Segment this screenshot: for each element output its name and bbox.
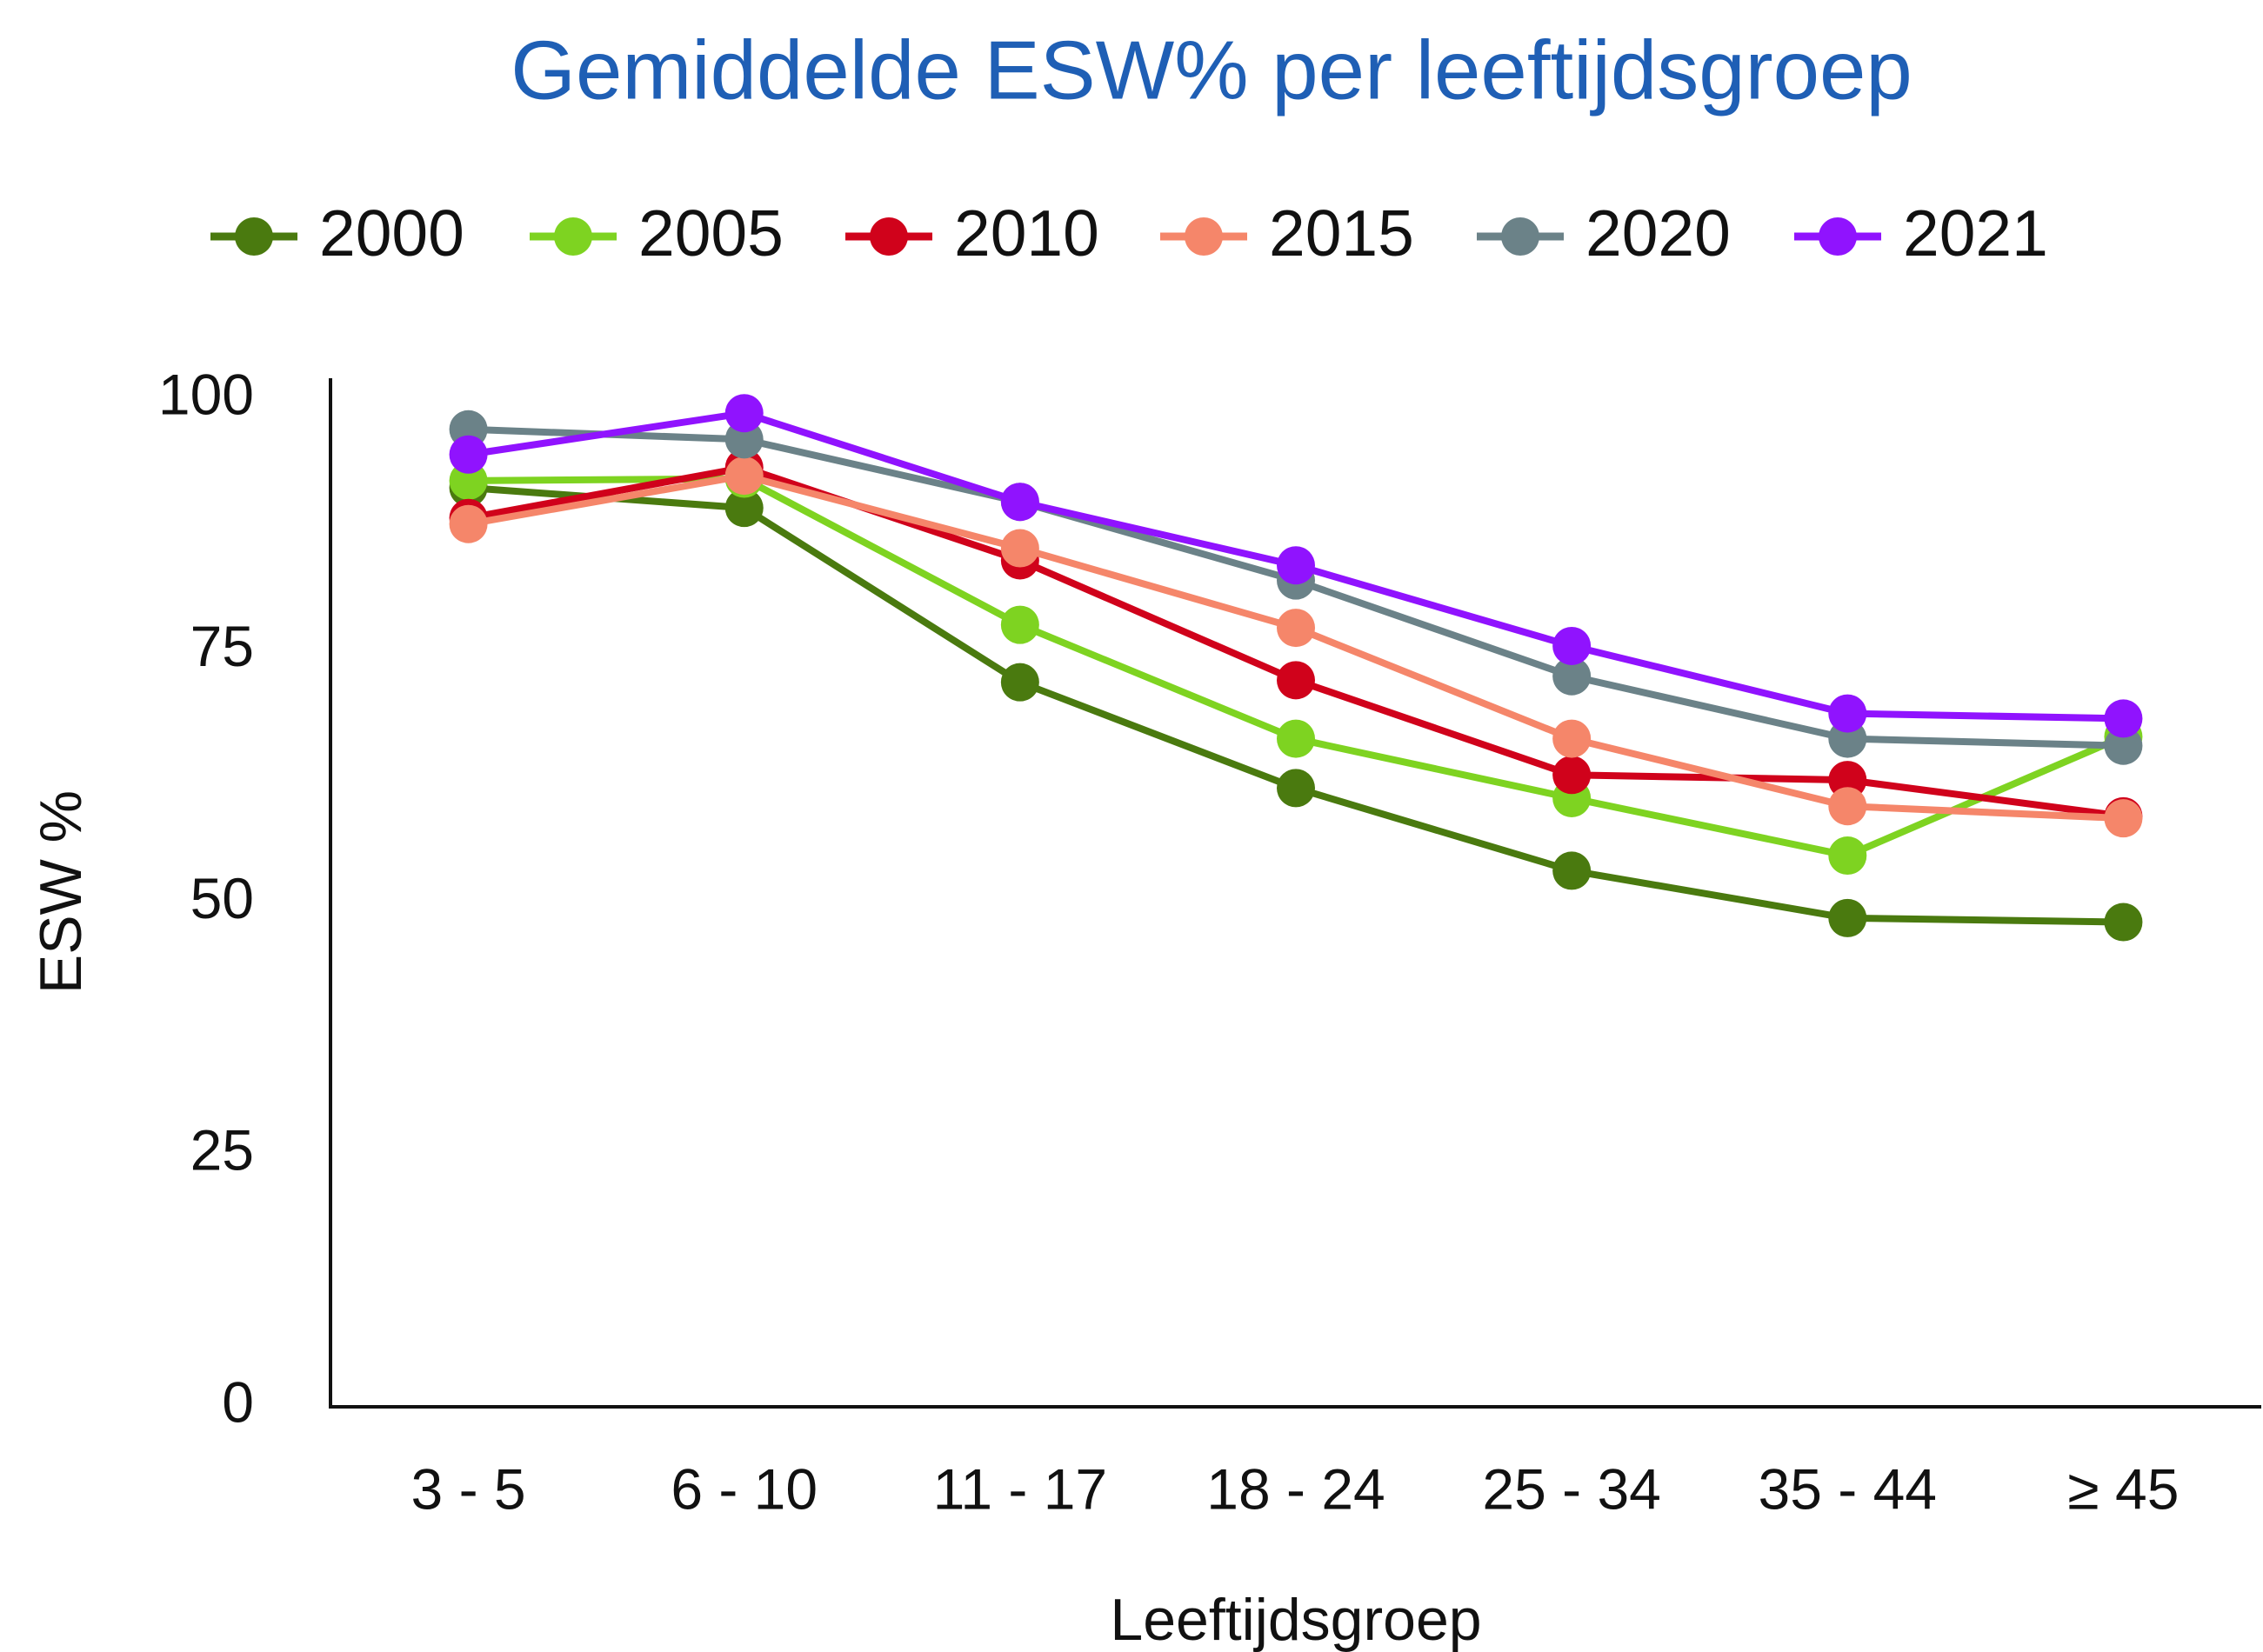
y-tick-label: 0	[222, 1369, 254, 1434]
data-point	[2104, 799, 2143, 838]
data-point	[1277, 609, 1315, 648]
data-point	[1828, 761, 1867, 800]
series-line	[467, 472, 2124, 823]
data-point	[1552, 626, 1592, 665]
data-point	[449, 435, 488, 474]
data-point	[449, 504, 488, 543]
data-point	[1277, 719, 1315, 758]
data-point	[2104, 699, 2143, 738]
y-tick-label: 25	[190, 1118, 254, 1182]
legend-label: 2020	[1585, 197, 1731, 270]
data-point	[1000, 483, 1039, 522]
legend-marker	[870, 217, 908, 256]
data-point	[1828, 787, 1867, 826]
legend-label: 2021	[1903, 197, 2048, 270]
legend-marker	[554, 217, 592, 256]
data-point	[1552, 851, 1592, 890]
data-point	[1000, 663, 1039, 702]
legend-marker	[1501, 217, 1539, 256]
data-point	[1277, 546, 1315, 585]
data-point	[2104, 903, 2143, 942]
legend-marker	[1819, 217, 1857, 256]
x-tick-label: ≥ 45	[2067, 1456, 2179, 1521]
y-tick-label: 50	[190, 866, 254, 930]
legend-label: 2005	[638, 197, 784, 270]
data-point	[1828, 694, 1867, 733]
x-axis-label: Leeftijdsgroep	[1110, 1587, 1481, 1652]
data-point	[2104, 726, 2143, 765]
data-point	[724, 456, 764, 496]
data-point	[1277, 661, 1315, 700]
y-tick-label: 100	[158, 362, 254, 426]
data-point	[1552, 719, 1592, 758]
data-point	[1552, 656, 1592, 696]
data-point	[1828, 836, 1867, 876]
y-tick-label: 75	[190, 614, 254, 678]
data-point	[724, 420, 764, 459]
legend-label: 2000	[319, 197, 464, 270]
x-tick-label: 6 - 10	[671, 1456, 818, 1521]
x-tick-label: 35 - 44	[1759, 1456, 1937, 1521]
data-point	[1277, 769, 1315, 808]
x-tick-label: 18 - 24	[1206, 1456, 1385, 1521]
x-tick-label: 3 - 5	[411, 1456, 526, 1521]
x-tick-label: 25 - 34	[1482, 1456, 1660, 1521]
legend-label: 2015	[1269, 197, 1414, 270]
data-point	[1828, 898, 1867, 937]
legend-marker	[235, 217, 273, 256]
legend-marker	[1185, 217, 1223, 256]
y-axis-label: ESW %	[28, 790, 94, 994]
data-point	[724, 394, 764, 433]
data-point	[1000, 605, 1039, 644]
chart-title: Gemiddelde ESW% per leeftijdsgroep	[511, 23, 1912, 117]
data-point	[1552, 756, 1592, 795]
data-point	[1000, 529, 1039, 568]
data-point	[449, 461, 488, 500]
legend-label: 2010	[954, 197, 1099, 270]
data-point	[724, 489, 764, 528]
x-tick-label: 11 - 17	[933, 1456, 1108, 1521]
